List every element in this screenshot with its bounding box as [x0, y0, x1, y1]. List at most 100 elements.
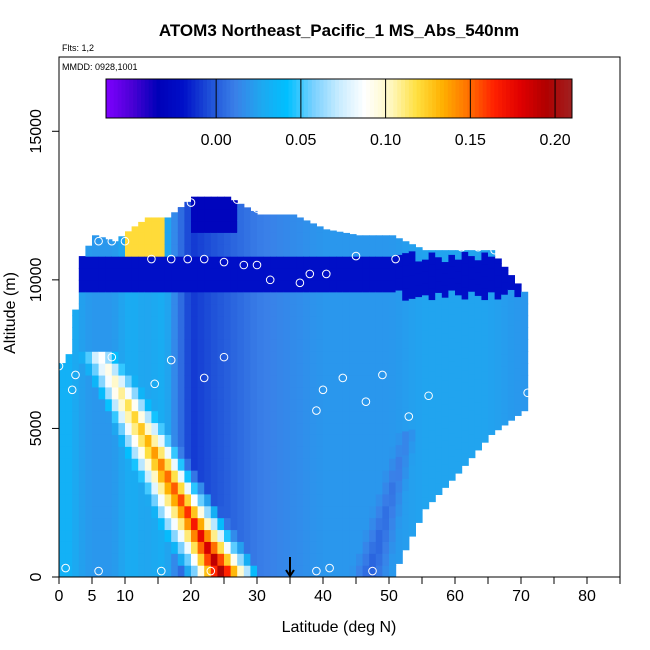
heatmap-cell	[316, 256, 324, 269]
heatmap-cell	[270, 279, 278, 293]
heatmap-cell	[415, 427, 423, 440]
heatmap-cell	[283, 386, 291, 400]
heatmap-cell	[296, 279, 304, 293]
heatmap-cell	[257, 493, 265, 507]
heatmap-cell	[164, 505, 172, 519]
heatmap-cell	[389, 398, 397, 412]
heatmap-cell	[131, 458, 139, 471]
heatmap-cell	[105, 493, 113, 507]
heatmap-cell	[323, 470, 331, 483]
heatmap-cell	[230, 327, 238, 340]
heatmap-cell	[428, 442, 436, 455]
heatmap-cell	[316, 422, 324, 435]
heatmap-cell	[375, 303, 383, 317]
heatmap-cell	[230, 481, 238, 495]
heatmap-cell	[78, 446, 86, 459]
heatmap-cell	[336, 505, 344, 519]
heatmap-cell	[303, 434, 311, 447]
colorbar-swatch	[498, 79, 503, 118]
heatmap-cell	[171, 386, 179, 400]
heatmap-cell	[428, 465, 436, 479]
heatmap-cell	[356, 374, 364, 388]
heatmap-cell	[501, 412, 509, 426]
heatmap-cell	[131, 565, 139, 577]
heatmap-cell	[250, 470, 258, 483]
heatmap-cell	[243, 446, 251, 459]
colorbar-swatch	[218, 79, 223, 118]
colorbar-swatch	[517, 79, 523, 118]
heatmap-cell	[402, 407, 410, 420]
heatmap-cell	[276, 303, 284, 317]
heatmap-cell	[336, 446, 344, 459]
heatmap-cell	[415, 462, 423, 476]
heatmap-cell	[184, 232, 192, 245]
heatmap-cell	[171, 481, 179, 495]
heatmap-cell	[263, 517, 271, 531]
heatmap-cell	[402, 454, 410, 468]
heatmap-cell	[144, 363, 152, 376]
heatmap-cell	[217, 339, 225, 352]
heatmap-cell	[356, 303, 364, 317]
heatmap-cell	[158, 458, 166, 471]
colorbar-swatch	[269, 79, 274, 118]
heatmap-cell	[184, 458, 192, 471]
heatmap-cell	[217, 315, 225, 328]
heatmap-cell	[125, 434, 133, 447]
heatmap-cell	[309, 434, 317, 447]
sample-point	[199, 254, 209, 264]
heatmap-cell	[415, 451, 423, 464]
heatmap-cell	[184, 267, 192, 281]
heatmap-cell	[461, 310, 469, 324]
heatmap-cell	[184, 363, 192, 376]
heatmap-cell	[408, 286, 416, 299]
heatmap-cell	[224, 303, 232, 317]
heatmap-cell	[111, 481, 119, 495]
heatmap-cell	[164, 541, 172, 554]
heatmap-cell	[210, 256, 218, 269]
heatmap-cell	[72, 505, 80, 519]
heatmap-cell	[98, 517, 106, 531]
heatmap-cell	[98, 351, 106, 364]
heatmap-cell	[356, 398, 364, 412]
heatmap-cell	[197, 422, 205, 435]
heatmap-cell	[461, 429, 469, 443]
heatmap-cell	[78, 339, 86, 352]
heatmap-cell	[270, 386, 278, 400]
heatmap-cell	[455, 377, 463, 391]
heatmap-cell	[369, 517, 377, 531]
heatmap-cell	[151, 339, 159, 352]
heatmap-cell	[468, 433, 476, 447]
heatmap-cell	[217, 220, 225, 233]
heatmap-cell	[408, 452, 416, 466]
heatmap-cell	[395, 361, 403, 374]
heatmap-cell	[488, 256, 496, 269]
heatmap-cell	[389, 327, 397, 340]
heatmap-cell	[323, 517, 331, 531]
heatmap-cell	[237, 315, 245, 328]
heatmap-cell	[118, 279, 126, 293]
heatmap-cell	[177, 220, 185, 233]
heatmap-cell	[349, 398, 357, 412]
heatmap-cell	[230, 315, 238, 328]
heatmap-cell	[230, 493, 238, 507]
heatmap-cell	[243, 434, 251, 447]
heatmap-cell	[336, 279, 344, 293]
colorbar-swatch	[362, 79, 367, 118]
heatmap-cell	[336, 267, 344, 281]
heatmap-cell	[356, 470, 364, 483]
heatmap-cell	[138, 446, 146, 459]
heatmap-cell	[118, 303, 126, 317]
heatmap-cell	[369, 244, 377, 257]
heatmap-cell	[210, 291, 218, 305]
heatmap-cell	[171, 422, 179, 435]
heatmap-cell	[422, 401, 430, 415]
colorbar-swatch	[304, 79, 309, 118]
heatmap-cell	[158, 517, 166, 531]
heatmap-cell	[468, 338, 476, 352]
heatmap-cell	[171, 493, 179, 507]
heatmap-cell	[118, 386, 126, 400]
heatmap-cell	[257, 374, 265, 388]
colorbar-swatch	[537, 79, 542, 118]
heatmap-cell	[65, 422, 73, 435]
heatmap-cell	[514, 391, 522, 405]
